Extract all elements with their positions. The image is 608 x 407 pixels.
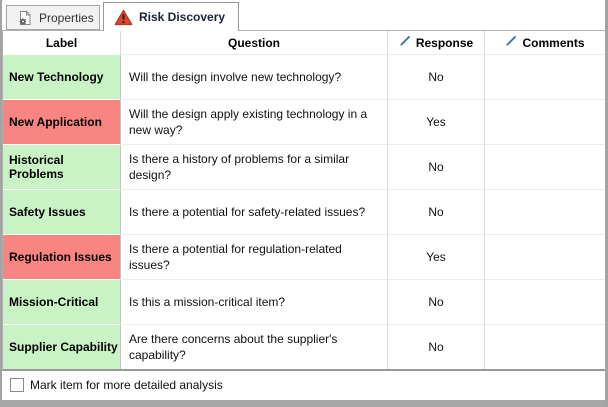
column-header-question: Question: [121, 31, 388, 54]
warning-triangle-icon: [114, 9, 133, 26]
footer-bar: Mark item for more detailed analysis: [2, 370, 605, 400]
edit-pencil-icon: [505, 35, 517, 50]
row-question: Is this a mission-critical item?: [121, 279, 388, 324]
tab-properties-label: Properties: [39, 10, 94, 25]
mark-item-label: Mark item for more detailed analysis: [30, 378, 223, 392]
row-comments[interactable]: [485, 189, 605, 234]
row-label: Historical Problems: [3, 144, 121, 189]
row-question: Are there concerns about the supplier's …: [121, 324, 388, 369]
row-label: New Technology: [3, 54, 121, 99]
row-label: Supplier Capability: [3, 324, 121, 369]
column-header-comments: Comments: [485, 31, 605, 54]
tab-bar: Properties Risk Discovery: [2, 0, 605, 31]
row-comments[interactable]: [485, 54, 605, 99]
row-response[interactable]: Yes: [388, 99, 485, 144]
row-response[interactable]: No: [388, 324, 485, 369]
row-question: Is there a potential for safety-related …: [121, 189, 388, 234]
row-comments[interactable]: [485, 279, 605, 324]
row-response[interactable]: No: [388, 189, 485, 234]
row-comments[interactable]: [485, 234, 605, 279]
row-label: Regulation Issues: [3, 234, 121, 279]
row-question: Is there a history of problems for a sim…: [121, 144, 388, 189]
row-response[interactable]: No: [388, 144, 485, 189]
row-response[interactable]: No: [388, 279, 485, 324]
row-comments[interactable]: [485, 144, 605, 189]
row-response[interactable]: No: [388, 54, 485, 99]
row-response[interactable]: Yes: [388, 234, 485, 279]
document-gear-icon: [17, 9, 33, 26]
row-question: Will the design involve new technology?: [121, 54, 388, 99]
risk-table: Label Question Response Comments: [2, 30, 605, 371]
tab-properties[interactable]: Properties: [6, 5, 100, 30]
row-question: Is there a potential for regulation-rela…: [121, 234, 388, 279]
row-comments[interactable]: [485, 99, 605, 144]
edit-pencil-icon: [399, 35, 411, 50]
tab-risk-discovery-label: Risk Discovery: [139, 10, 226, 24]
row-question: Will the design apply existing technolog…: [121, 99, 388, 144]
row-comments[interactable]: [485, 324, 605, 369]
row-label: New Application: [3, 99, 121, 144]
mark-item-checkbox[interactable]: [10, 378, 24, 392]
row-label: Safety Issues: [3, 189, 121, 234]
tab-risk-discovery[interactable]: Risk Discovery: [103, 2, 239, 31]
column-header-response: Response: [388, 31, 485, 54]
row-label: Mission-Critical: [3, 279, 121, 324]
column-header-label: Label: [3, 31, 121, 54]
